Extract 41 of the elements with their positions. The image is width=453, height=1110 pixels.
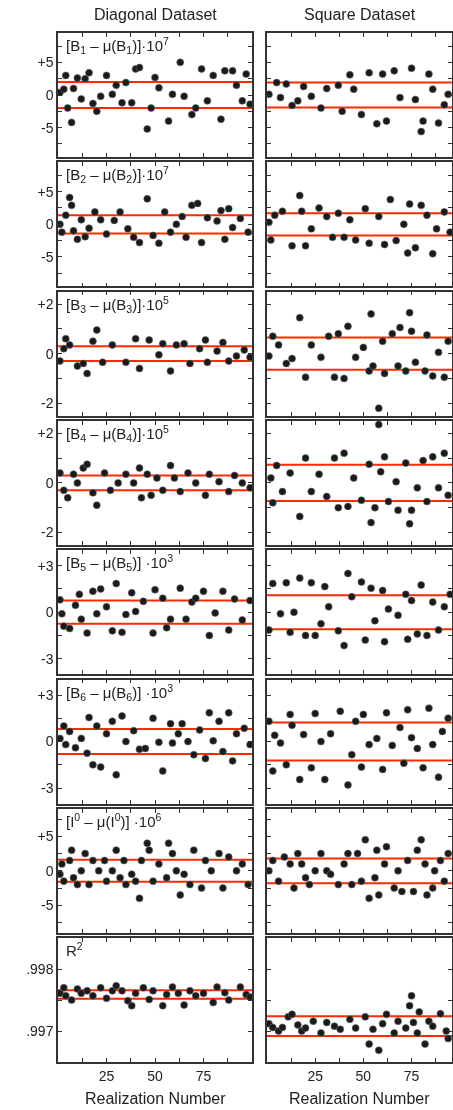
chart-title: Diagonal Dataset — [94, 6, 218, 23]
x-tick-label: 50 — [147, 1067, 163, 1084]
y-tick-label: +3 — [37, 686, 54, 703]
y-tick-label: -2 — [41, 524, 54, 541]
y-tick-label: 0 — [45, 733, 54, 750]
x-tick-label: 75 — [195, 1067, 212, 1084]
y-tick-label: -5 — [41, 119, 54, 136]
annotation: [B$_{6}$ – μ(B$_{6}$)] ·10$^{3}$ — [66, 682, 174, 704]
y-tick-label: 0 — [45, 862, 54, 879]
y-tick-label: -5 — [41, 897, 54, 914]
annotation: [B$_{3}$ – μ(B$_{3}$)]·10$^{5}$ — [66, 294, 170, 316]
chart-title: Square Dataset — [304, 6, 416, 23]
y-tick-label: +5 — [37, 54, 54, 71]
y-tick-label: 0 — [45, 604, 54, 621]
x-tick-label: 75 — [403, 1067, 420, 1084]
y-tick-label: -3 — [41, 779, 54, 796]
annotation: R$^{2}$ — [66, 940, 83, 960]
y-tick-label: -3 — [41, 650, 54, 667]
y-tick-label: 0 — [45, 216, 54, 233]
y-tick-label: 0 — [45, 86, 54, 103]
annotation: [I$^{0}$ – μ(I$^{0}$)] ·10$^{6}$ — [66, 811, 162, 831]
y-tick-label: +3 — [37, 557, 54, 574]
x-tick-label: 50 — [355, 1067, 372, 1084]
y-tick-label: +2 — [37, 425, 54, 442]
x-tick-label: 25 — [98, 1067, 115, 1084]
y-tick-label: -5 — [41, 248, 54, 265]
y-tick-label: +2 — [37, 295, 54, 312]
y-tick-label: 0 — [45, 345, 54, 362]
annotation: [B$_{4}$ – μ(B$_{4}$)]·10$^{5}$ — [66, 423, 170, 445]
x-tick-label: 25 — [307, 1067, 324, 1084]
y-tick-label: 0 — [45, 474, 54, 491]
x-axis-title: Realization Number — [85, 1090, 227, 1107]
x-axis-title: Realization Number — [289, 1090, 431, 1107]
y-tick-label: -2 — [41, 395, 54, 412]
y-tick-label: +5 — [37, 183, 54, 200]
annotation: [B$_{5}$ – μ(B$_{5}$)] ·10$^{3}$ — [66, 552, 174, 574]
annotation: [B$_{2}$ – μ(B$_{2}$)]·10$^{7}$ — [66, 164, 170, 186]
y-tick-label: .998 — [26, 961, 54, 977]
y-tick-label: .997 — [26, 1023, 54, 1039]
annotation: [B$_{1}$ – μ(B$_{1}$)]·10$^{7}$ — [66, 35, 170, 57]
y-tick-label: +5 — [37, 828, 54, 845]
